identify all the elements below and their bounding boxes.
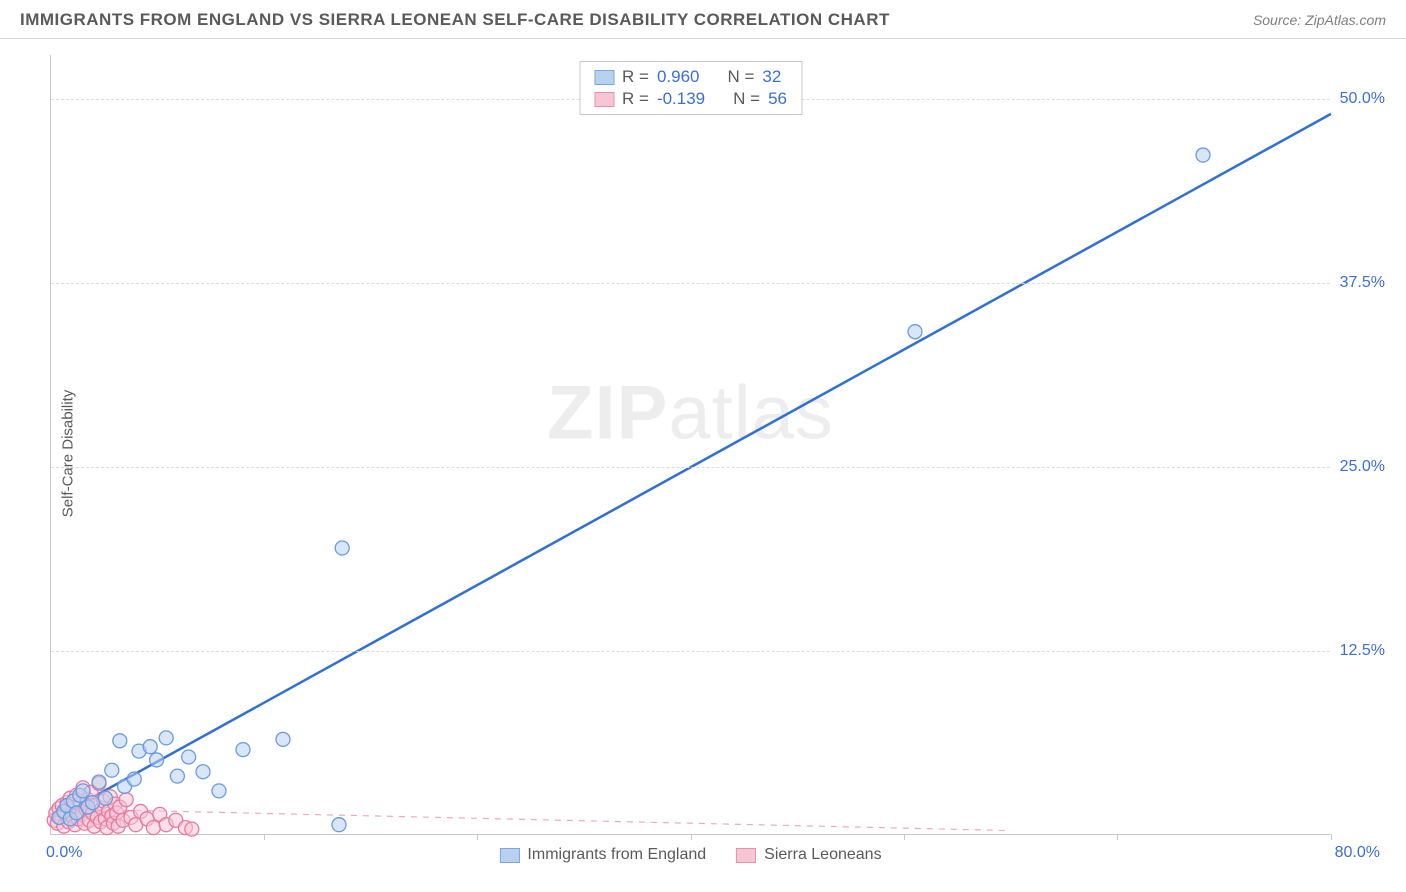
gridline [51,283,1330,284]
source-attribution: Source: ZipAtlas.com [1253,12,1386,28]
data-point [332,818,346,832]
x-axis-max-label: 80.0% [1335,844,1380,862]
correlation-stats-box: R = 0.960 N = 32 R = -0.139 N = 56 [579,61,802,115]
legend-item-sierra: Sierra Leoneans [736,846,881,864]
y-tick-label: 12.5% [1340,642,1385,660]
data-point [113,734,127,748]
data-point [276,732,290,746]
x-tick [1117,834,1118,840]
data-point [212,784,226,798]
data-point [86,796,100,810]
r-value: -0.139 [657,89,705,109]
y-tick-label: 50.0% [1340,90,1385,108]
data-point [92,775,106,789]
data-point [196,765,210,779]
data-point [236,743,250,757]
data-point [105,763,119,777]
legend-swatch-sierra [736,848,756,863]
data-point [182,750,196,764]
gridline [51,651,1330,652]
data-point [335,541,349,555]
plot-region: ZIPatlas R = 0.960 N = 32 R = -0.139 N =… [50,55,1330,835]
gridline [51,467,1330,468]
data-point [127,772,141,786]
x-tick [477,834,478,840]
n-label: N = [727,67,754,87]
y-tick-label: 25.0% [1340,458,1385,476]
y-tick-label: 37.5% [1340,274,1385,292]
r-label: R = [622,67,649,87]
legend: Immigrants from England Sierra Leoneans [499,846,881,864]
x-tick [264,834,265,840]
x-axis-origin-label: 0.0% [46,844,82,862]
data-point [119,793,133,807]
legend-label: Immigrants from England [527,846,706,864]
data-point [908,325,922,339]
data-point [159,731,173,745]
r-value: 0.960 [657,67,700,87]
data-point [146,821,160,835]
legend-swatch-england [499,848,519,863]
n-value: 56 [768,89,787,109]
data-point [1196,148,1210,162]
r-label: R = [622,89,649,109]
data-point [143,740,157,754]
n-label: N = [733,89,760,109]
x-tick [1331,834,1332,840]
legend-item-england: Immigrants from England [499,846,706,864]
data-point [170,769,184,783]
swatch-sierra [594,92,614,107]
stats-row-england: R = 0.960 N = 32 [594,66,787,88]
x-tick [904,834,905,840]
chart-header: IMMIGRANTS FROM ENGLAND VS SIERRA LEONEA… [0,0,1406,39]
data-point [98,791,112,805]
n-value: 32 [762,67,781,87]
chart-area: Self-Care Disability ZIPatlas R = 0.960 … [50,55,1380,835]
data-point [185,822,199,836]
legend-label: Sierra Leoneans [764,846,881,864]
plot-svg [51,55,1331,835]
stats-row-sierra: R = -0.139 N = 56 [594,88,787,110]
data-point [150,753,164,767]
chart-title: IMMIGRANTS FROM ENGLAND VS SIERRA LEONEA… [20,10,890,30]
x-tick [691,834,692,840]
data-point [76,784,90,798]
swatch-england [594,70,614,85]
